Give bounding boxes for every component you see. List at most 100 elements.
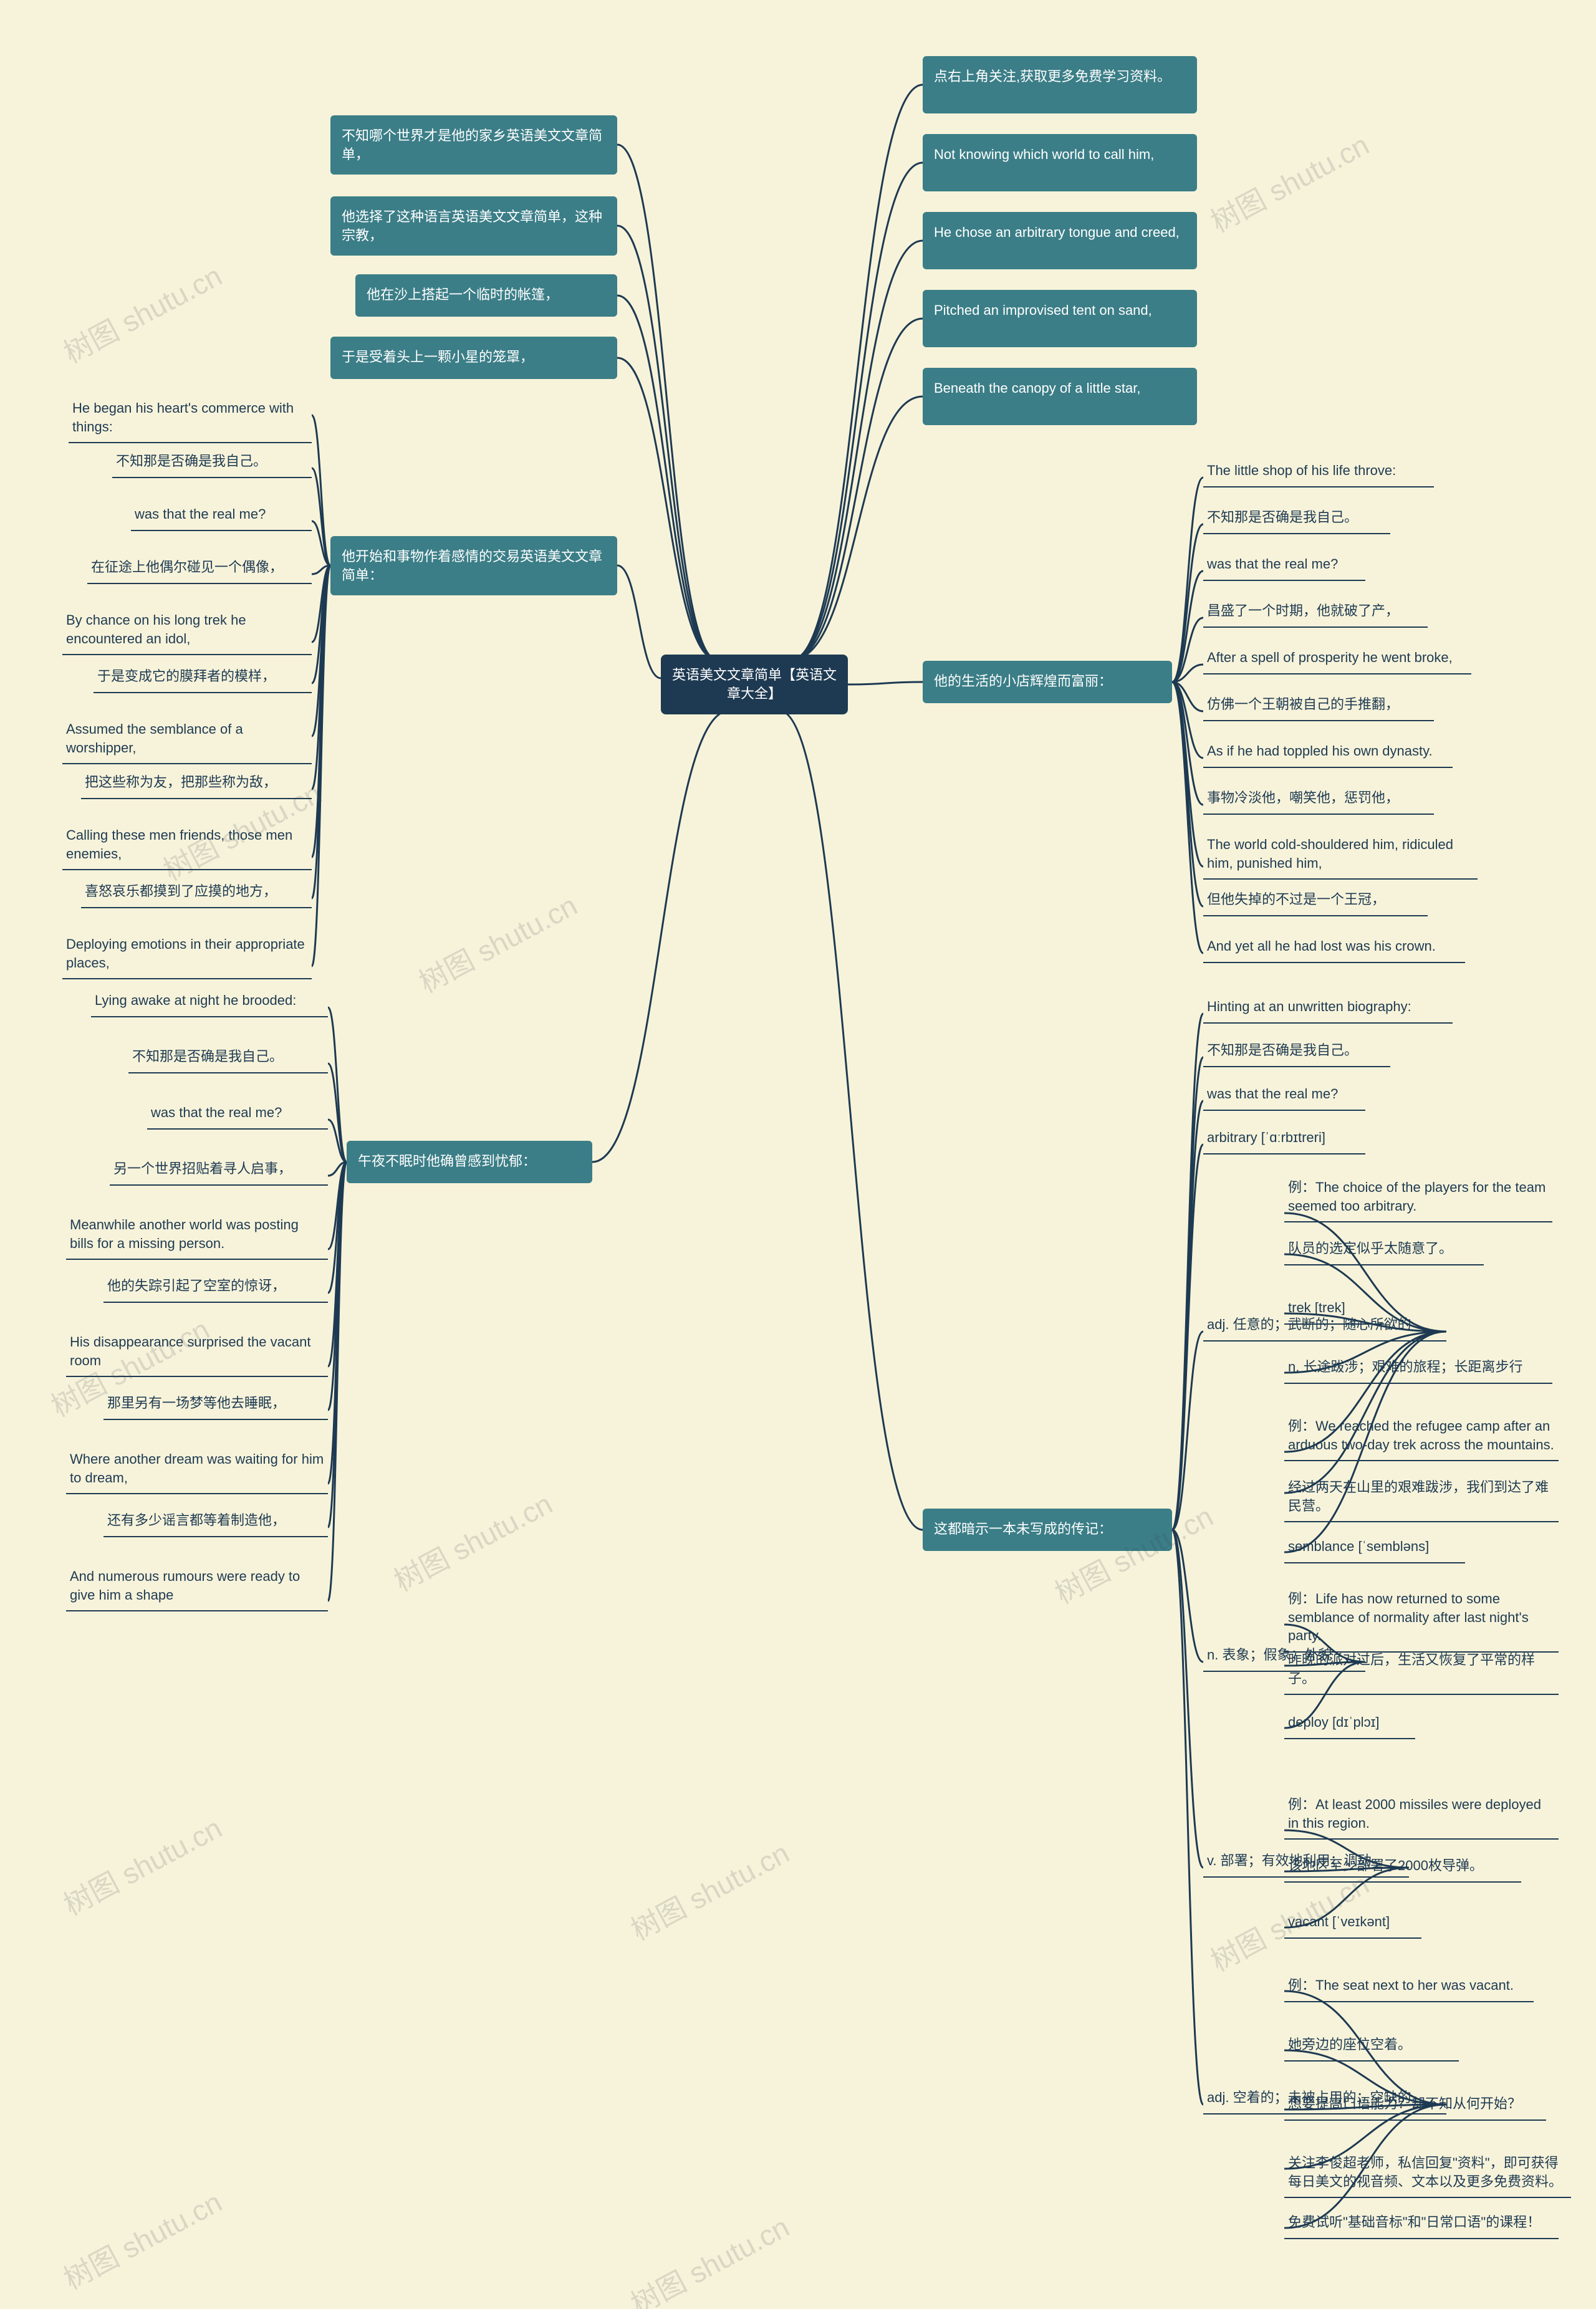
bottom-left-child-6: His disappearance surprised the vacant r…: [66, 1327, 328, 1377]
mid-left-child-10: Deploying emotions in their appropriate …: [62, 929, 312, 979]
mid-right-child-6: As if he had toppled his own dynasty.: [1203, 736, 1453, 768]
mid-right-child-5-text: 仿佛一个王朝被自己的手推翻，: [1203, 689, 1434, 721]
bottom-left-child-3-text: 另一个世界招贴着寻人启事，: [110, 1153, 328, 1186]
bottom-right-l1-2: was that the real me?: [1203, 1078, 1365, 1111]
br-sem-0: 例：Life has now returned to some semblanc…: [1284, 1583, 1559, 1653]
mid-right-child-3-text: 昌盛了一个时期，他就破了产，: [1203, 595, 1428, 628]
br-vac-4: 免费试听"基础音标"和"日常口语"的课程！: [1284, 2207, 1559, 2239]
watermark-8: 树图 shutu.cn: [623, 1831, 796, 1949]
watermark-10: 树图 shutu.cn: [55, 2180, 228, 2298]
br-arb-6: semblance [ˈsembləns]: [1284, 1531, 1465, 1563]
mid-left-child-8: Calling these men friends, those men ene…: [62, 820, 312, 870]
bottom-left-child-0-text: Lying awake at night he brooded:: [91, 985, 328, 1017]
mid-right-child-4: After a spell of prosperity he went brok…: [1203, 642, 1471, 674]
br-arb-6-text: semblance [ˈsembləns]: [1284, 1531, 1465, 1563]
br-vac-0-text: 例：The seat next to her was vacant.: [1284, 1970, 1534, 2002]
bottom-left-child-8: Where another dream was waiting for him …: [66, 1444, 328, 1494]
root-node: 英语美文文章简单【英语文章大全】: [661, 655, 848, 714]
mid-left-child-3: 在征途上他偶尔碰见一个偶像，: [87, 552, 312, 584]
bottom-left-child-1: 不知那是否确是我自己。: [128, 1041, 328, 1073]
top-right-4: Beneath the canopy of a little star,: [923, 368, 1197, 425]
mid-right-child-7-text: 事物冷淡他，嘲笑他，惩罚他，: [1203, 782, 1434, 815]
mid-right-child-8-text: The world cold-shouldered him, ridiculed…: [1203, 829, 1478, 880]
bottom-left-child-7: 那里另有一场梦等他去睡眠，: [103, 1388, 328, 1420]
bottom-left-child-10-text: And numerous rumours were ready to give …: [66, 1561, 328, 1611]
watermark-3: 树图 shutu.cn: [411, 883, 584, 1001]
top-right-3: Pitched an improvised tent on sand,: [923, 290, 1197, 347]
mid-left-parent: 他开始和事物作着感情的交易英语美文文章简单：: [330, 536, 617, 595]
mid-right-child-1-text: 不知那是否确是我自己。: [1203, 502, 1390, 534]
br-dep-0-text: 例：At least 2000 missiles were deployed i…: [1284, 1789, 1559, 1840]
br-vac-0: 例：The seat next to her was vacant.: [1284, 1970, 1534, 2002]
mid-right-child-9: 但他失掉的不过是一个王冠，: [1203, 884, 1428, 916]
br-sem-2: deploy [dɪˈplɔɪ]: [1284, 1707, 1415, 1739]
top-left-0: 不知哪个世界才是他的家乡英语美文文章简单，: [330, 115, 617, 175]
mid-right-child-0: The little shop of his life throve:: [1203, 455, 1434, 487]
bottom-right-l1-0: Hinting at an unwritten biography:: [1203, 991, 1453, 1024]
watermark-5: 树图 shutu.cn: [386, 1482, 559, 1600]
bottom-left-child-2-text: was that the real me?: [147, 1097, 328, 1130]
br-arb-5-text: 经过两天在山里的艰难跋涉，我们到达了难民营。: [1284, 1472, 1559, 1522]
bottom-left-child-4: Meanwhile another world was posting bill…: [66, 1209, 328, 1260]
bottom-left-child-9-text: 还有多少谣言都等着制造他，: [103, 1505, 328, 1537]
mid-left-child-10-text: Deploying emotions in their appropriate …: [62, 929, 312, 979]
br-arb-3-text: n. 长途跋涉；艰难的旅程；长距离步行: [1284, 1351, 1552, 1384]
bottom-right-l1-3: arbitrary [ˈɑːrbɪtreri]: [1203, 1122, 1365, 1154]
mid-left-child-4-text: By chance on his long trek he encountere…: [62, 605, 312, 655]
br-sem-0-text: 例：Life has now returned to some semblanc…: [1284, 1583, 1559, 1653]
mid-left-child-7: 把这些称为友，把那些称为敌，: [81, 767, 312, 799]
mid-right-child-1: 不知那是否确是我自己。: [1203, 502, 1390, 534]
top-left-2: 他在沙上搭起一个临时的帐篷，: [355, 274, 617, 317]
br-vac-1-text: 她旁边的座位空着。: [1284, 2029, 1459, 2062]
mid-left-child-0: He began his heart's commerce with thing…: [69, 393, 312, 443]
bottom-right-l1-0-text: Hinting at an unwritten biography:: [1203, 991, 1453, 1024]
top-right-1: Not knowing which world to call him,: [923, 134, 1197, 191]
mid-left-child-1: 不知那是否确是我自己。: [112, 446, 312, 478]
mid-left-child-2: was that the real me?: [131, 499, 312, 531]
br-arb-0-text: 例：The choice of the players for the team…: [1284, 1172, 1552, 1222]
bottom-left-parent: 午夜不眠时他确曾感到忧郁：: [347, 1141, 592, 1183]
mid-right-child-2: was that the real me?: [1203, 549, 1365, 581]
mid-left-child-4: By chance on his long trek he encountere…: [62, 605, 312, 655]
watermark-0: 树图 shutu.cn: [1203, 123, 1375, 241]
bottom-right-l1-1: 不知那是否确是我自己。: [1203, 1035, 1390, 1067]
br-arb-0: 例：The choice of the players for the team…: [1284, 1172, 1552, 1222]
mid-right-child-9-text: 但他失掉的不过是一个王冠，: [1203, 884, 1428, 916]
mid-right-child-7: 事物冷淡他，嘲笑他，惩罚他，: [1203, 782, 1434, 815]
bottom-left-child-6-text: His disappearance surprised the vacant r…: [66, 1327, 328, 1377]
bottom-left-child-5-text: 他的失踪引起了空室的惊讶，: [103, 1270, 328, 1303]
br-arb-1: 队员的选定似乎太随意了。: [1284, 1233, 1484, 1265]
bottom-left-child-4-text: Meanwhile another world was posting bill…: [66, 1209, 328, 1260]
br-arb-3: n. 长途跋涉；艰难的旅程；长距离步行: [1284, 1351, 1552, 1384]
bottom-right-parent: 这都暗示一本未写成的传记：: [923, 1509, 1172, 1551]
top-left-3: 于是受着头上一颗小星的笼罩，: [330, 337, 617, 379]
bottom-left-child-0: Lying awake at night he brooded:: [91, 985, 328, 1017]
br-dep-1: 该地区至少部署了2000枚导弹。: [1284, 1850, 1521, 1883]
mid-right-child-2-text: was that the real me?: [1203, 549, 1365, 581]
bottom-left-child-8-text: Where another dream was waiting for him …: [66, 1444, 328, 1494]
br-dep-2: vacant [ˈveɪkənt]: [1284, 1906, 1421, 1939]
br-vac-4-text: 免费试听"基础音标"和"日常口语"的课程！: [1284, 2207, 1559, 2239]
br-arb-2: trek [trek]: [1284, 1292, 1384, 1325]
mid-right-child-4-text: After a spell of prosperity he went brok…: [1203, 642, 1471, 674]
mid-left-child-7-text: 把这些称为友，把那些称为敌，: [81, 767, 312, 799]
br-vac-2-text: 想要提高口语能力？却不知从何开始？: [1284, 2088, 1546, 2121]
top-right-0: 点右上角关注,获取更多免费学习资料。: [923, 56, 1197, 113]
br-sem-2-text: deploy [dɪˈplɔɪ]: [1284, 1707, 1415, 1739]
br-vac-2: 想要提高口语能力？却不知从何开始？: [1284, 2088, 1546, 2121]
watermark-7: 树图 shutu.cn: [55, 1806, 228, 1924]
mid-right-child-0-text: The little shop of his life throve:: [1203, 455, 1434, 487]
br-dep-0: 例：At least 2000 missiles were deployed i…: [1284, 1789, 1559, 1840]
bottom-left-child-9: 还有多少谣言都等着制造他，: [103, 1505, 328, 1537]
mid-left-child-6: Assumed the semblance of a worshipper,: [62, 714, 312, 764]
br-arb-4-text: 例：We reached the refugee camp after an a…: [1284, 1411, 1559, 1461]
mid-left-child-1-text: 不知那是否确是我自己。: [112, 446, 312, 478]
br-sem-1-text: 昨晚的派对过后，生活又恢复了平常的样子。: [1284, 1644, 1559, 1695]
mid-right-child-3: 昌盛了一个时期，他就破了产，: [1203, 595, 1428, 628]
top-right-2: He chose an arbitrary tongue and creed,: [923, 212, 1197, 269]
mid-right-child-10: And yet all he had lost was his crown.: [1203, 931, 1465, 963]
watermark-1: 树图 shutu.cn: [55, 254, 228, 372]
mid-left-child-9-text: 喜怒哀乐都摸到了应摸的地方，: [81, 876, 312, 908]
mid-left-child-5-text: 于是变成它的膜拜者的模样，: [94, 661, 312, 693]
bottom-left-child-3: 另一个世界招贴着寻人启事，: [110, 1153, 328, 1186]
